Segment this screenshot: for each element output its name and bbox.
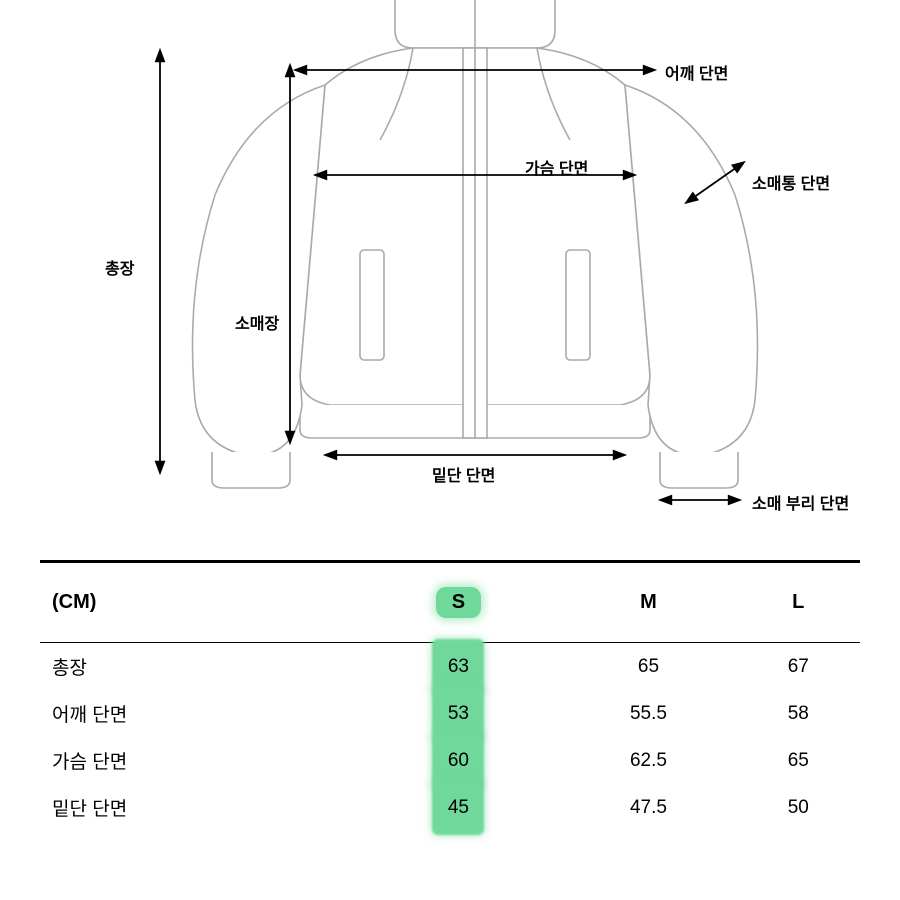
row-label: 밑단 단면 <box>40 784 356 831</box>
size-table-header-row: (CM) S M L <box>40 562 860 643</box>
cell: 47.5 <box>560 784 736 831</box>
cell: 67 <box>737 643 860 691</box>
table-row: 어깨 단면 53 55.5 58 <box>40 690 860 737</box>
cell: 55.5 <box>560 690 736 737</box>
cell: 63 <box>356 643 560 691</box>
cell: 62.5 <box>560 737 736 784</box>
cell: 45 <box>356 784 560 831</box>
size-table-container: (CM) S M L 총장 63 65 67 어깨 단면 53 55.5 58 … <box>40 560 860 831</box>
label-chest: 가슴 단면 <box>525 155 588 179</box>
row-label: 어깨 단면 <box>40 690 356 737</box>
label-shoulder: 어깨 단면 <box>665 60 728 84</box>
label-sleeve-length: 소매장 <box>235 310 279 334</box>
label-total-length: 총장 <box>105 255 134 279</box>
size-table: (CM) S M L 총장 63 65 67 어깨 단면 53 55.5 58 … <box>40 560 860 831</box>
table-row: 밑단 단면 45 47.5 50 <box>40 784 860 831</box>
jacket-svg <box>0 0 900 530</box>
cell: 65 <box>560 643 736 691</box>
row-label: 총장 <box>40 643 356 691</box>
cell: 53 <box>356 690 560 737</box>
label-cuff: 소매 부리 단면 <box>752 490 849 514</box>
unit-header: (CM) <box>40 562 356 643</box>
cell: 60 <box>356 737 560 784</box>
cell: 65 <box>737 737 860 784</box>
table-row: 총장 63 65 67 <box>40 643 860 691</box>
cell: 58 <box>737 690 860 737</box>
col-header-l: L <box>737 562 860 643</box>
row-label: 가슴 단면 <box>40 737 356 784</box>
col-header-m: M <box>560 562 736 643</box>
jacket-diagram: 총장 소매장 어깨 단면 가슴 단면 소매통 단면 밑단 단면 소매 부리 단면 <box>0 0 900 530</box>
label-hem: 밑단 단면 <box>432 462 495 486</box>
size-table-body: 총장 63 65 67 어깨 단면 53 55.5 58 가슴 단면 60 62… <box>40 643 860 832</box>
cell: 50 <box>737 784 860 831</box>
label-sleeve-width: 소매통 단면 <box>752 170 830 194</box>
table-row: 가슴 단면 60 62.5 65 <box>40 737 860 784</box>
col-header-s: S <box>356 562 560 643</box>
